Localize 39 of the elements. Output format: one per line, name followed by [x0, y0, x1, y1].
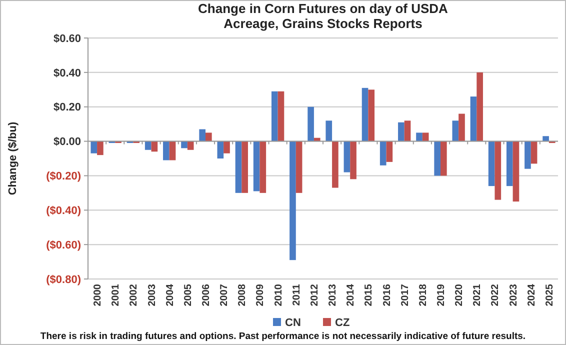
y-tick-label: $0.20: [53, 102, 81, 114]
y-tick-label: $0.40: [53, 67, 81, 80]
x-tick-label: 2011: [291, 284, 302, 306]
x-tick-label: 2008: [237, 284, 248, 306]
x-tick-label: 2007: [219, 284, 230, 306]
x-tick-label: 2005: [182, 284, 194, 306]
y-tick-label: ($0.80): [46, 274, 82, 286]
x-tick-label: 2000: [92, 284, 104, 306]
x-tick-label: 2021: [472, 284, 484, 306]
x-tick-label: 2003: [146, 284, 158, 306]
x-tick-label: 2001: [110, 284, 122, 306]
x-tick-label: 2015: [364, 284, 375, 306]
y-tick-label: ($0.40): [46, 204, 82, 217]
legend-label: CN: [285, 316, 301, 329]
x-tick-label: 2006: [201, 284, 212, 306]
x-tick-label: 2025: [544, 284, 556, 306]
x-tick-label: 2019: [436, 284, 447, 306]
y-tick-label: $0.00: [53, 136, 81, 148]
x-tick-label: 2016: [382, 284, 393, 306]
x-tick-label: 2020: [454, 284, 466, 306]
x-tick-label: 2014: [346, 284, 357, 306]
x-tick-label: 2023: [508, 284, 520, 306]
x-tick-label: 2010: [273, 284, 284, 306]
x-tick-label: 2013: [328, 284, 339, 306]
y-axis-title: Change ($/bu): [7, 122, 19, 196]
x-tick-label: 2009: [255, 284, 266, 306]
x-tick-label: 2024: [526, 284, 538, 306]
x-tick-label: 2017: [400, 284, 411, 306]
text: There is risk in trading futures and options. Past performance is not necessarily indicative of future results.: [40, 331, 526, 342]
y-tick-label: ($0.60): [46, 239, 82, 252]
x-tick-label: 2018: [418, 284, 429, 306]
y-tick-label: $0.60: [53, 32, 81, 45]
chart-title: Change in Corn Futures on day of USDA Acreage, Grains Stocks Reports: [198, 1, 449, 31]
x-tick-label: 2004: [164, 284, 176, 306]
x-tick-label: 2022: [490, 284, 502, 306]
legend-label: CZ: [335, 316, 350, 329]
y-tick-label: ($0.20): [46, 170, 82, 183]
x-tick-label: 2012: [309, 284, 320, 306]
x-tick-label: 2002: [128, 284, 140, 306]
